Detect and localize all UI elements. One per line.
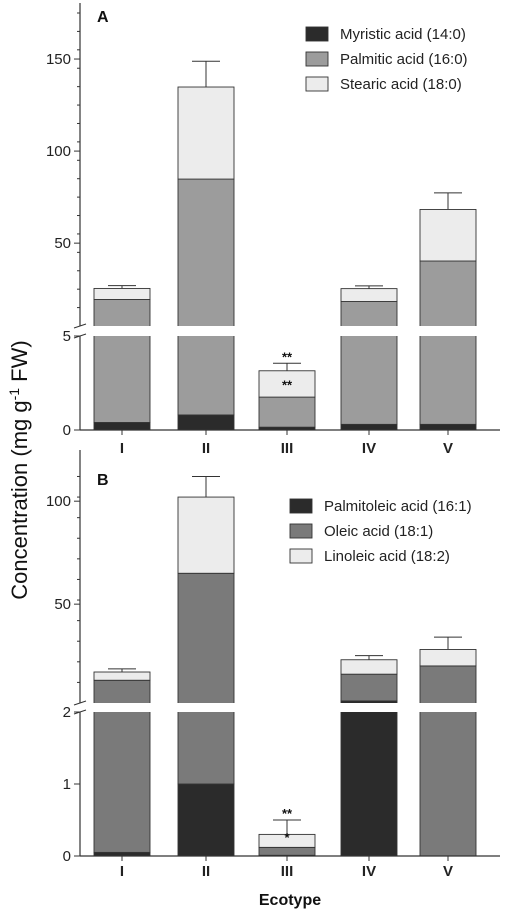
legend-swatch-oleic xyxy=(289,523,313,539)
bar-segment-II-myristic xyxy=(177,414,235,431)
y-tick-label: 100 xyxy=(46,493,71,510)
category-label-I: I xyxy=(120,440,124,457)
category-label-V: V xyxy=(443,863,453,880)
bar-segment-IV-palmitic xyxy=(340,301,398,425)
panel-label: A xyxy=(97,9,109,26)
legend-label-linoleic: Linoleic acid (18:2) xyxy=(324,548,450,565)
legend-swatch-stearic xyxy=(305,76,329,92)
legend-swatch-linoleic xyxy=(289,548,313,564)
bar-segment-II-palmitoleic xyxy=(177,783,235,857)
y-axis-label: Concentration (mg g-1 FW) xyxy=(6,340,32,599)
bar-segment-II-palmitic xyxy=(177,178,235,416)
bar-segment-IV-linoleic xyxy=(340,659,398,675)
y-tick-label: 50 xyxy=(54,596,71,613)
significance-marker: ** xyxy=(282,349,293,364)
category-label-III: III xyxy=(281,440,294,457)
legend-label-myristic: Myristic acid (14:0) xyxy=(340,26,466,43)
legend-swatch-palmitic xyxy=(305,51,329,67)
bar-segment-I-palmitic xyxy=(93,299,151,423)
y-tick-label: 50 xyxy=(54,235,71,252)
legend-label-stearic: Stearic acid (18:0) xyxy=(340,76,462,93)
y-tick-label: 0 xyxy=(63,848,71,865)
legend-swatch-palmitoleic xyxy=(289,498,313,514)
bar-segment-IV-stearic xyxy=(340,288,398,302)
legend-label-palmitic: Palmitic acid (16:0) xyxy=(340,51,468,68)
bar-segment-II-stearic xyxy=(177,86,235,180)
category-label-I: I xyxy=(120,863,124,880)
bar-segment-V-palmitic xyxy=(419,260,477,425)
y-tick-label: 5 xyxy=(63,328,71,345)
axis-break-mark xyxy=(73,323,87,329)
legend-swatch-myristic xyxy=(305,26,329,42)
significance-marker: ** xyxy=(282,806,293,821)
y-tick-label: 1 xyxy=(63,776,71,793)
bar-segment-I-stearic xyxy=(93,287,151,300)
bar-segment-II-oleic xyxy=(177,572,235,785)
axis-break-mark xyxy=(73,709,87,715)
panel-label: B xyxy=(97,472,109,489)
axis-break-mark xyxy=(73,333,87,339)
bar-segment-II-linoleic xyxy=(177,496,235,574)
category-label-IV: IV xyxy=(362,440,376,457)
y-axis-label-exponent: -1 xyxy=(6,388,22,401)
bar-segment-III-oleic xyxy=(258,846,316,856)
bar-segment-IV-myristic xyxy=(340,423,398,431)
bar-segment-IV-palmitoleic xyxy=(340,700,398,857)
category-label-IV: IV xyxy=(362,863,376,880)
bar-segment-V-myristic xyxy=(419,423,477,431)
y-tick-label: 150 xyxy=(46,51,71,68)
y-axis-label-main: Concentration (mg g xyxy=(7,400,32,599)
bar-segment-V-stearic xyxy=(419,209,477,262)
bar-segment-V-oleic xyxy=(419,665,477,857)
category-label-II: II xyxy=(202,863,210,880)
category-label-II: II xyxy=(202,440,210,457)
legend-label-oleic: Oleic acid (18:1) xyxy=(324,523,433,540)
y-tick-label: 100 xyxy=(46,143,71,160)
category-label-III: III xyxy=(281,863,294,880)
legend-label-palmitoleic: Palmitoleic acid (16:1) xyxy=(324,498,472,515)
category-label-V: V xyxy=(443,440,453,457)
significance-marker: ** xyxy=(282,377,293,392)
bar-segment-V-linoleic xyxy=(419,649,477,667)
y-tick-label: 0 xyxy=(63,422,71,439)
significance-marker: * xyxy=(284,830,290,845)
axis-break-gap xyxy=(74,703,500,712)
bar-segment-I-myristic xyxy=(93,422,151,431)
axis-break-mark xyxy=(73,700,87,706)
bar-segment-III-palmitic xyxy=(258,396,316,428)
bar-segment-IV-oleic xyxy=(340,673,398,702)
bar-segment-I-linoleic xyxy=(93,671,151,681)
y-tick-label: 2 xyxy=(63,704,71,721)
x-axis-label: Ecotype xyxy=(259,892,321,909)
axis-break-gap xyxy=(74,326,500,336)
y-axis-label-unit: FW) xyxy=(7,340,32,388)
